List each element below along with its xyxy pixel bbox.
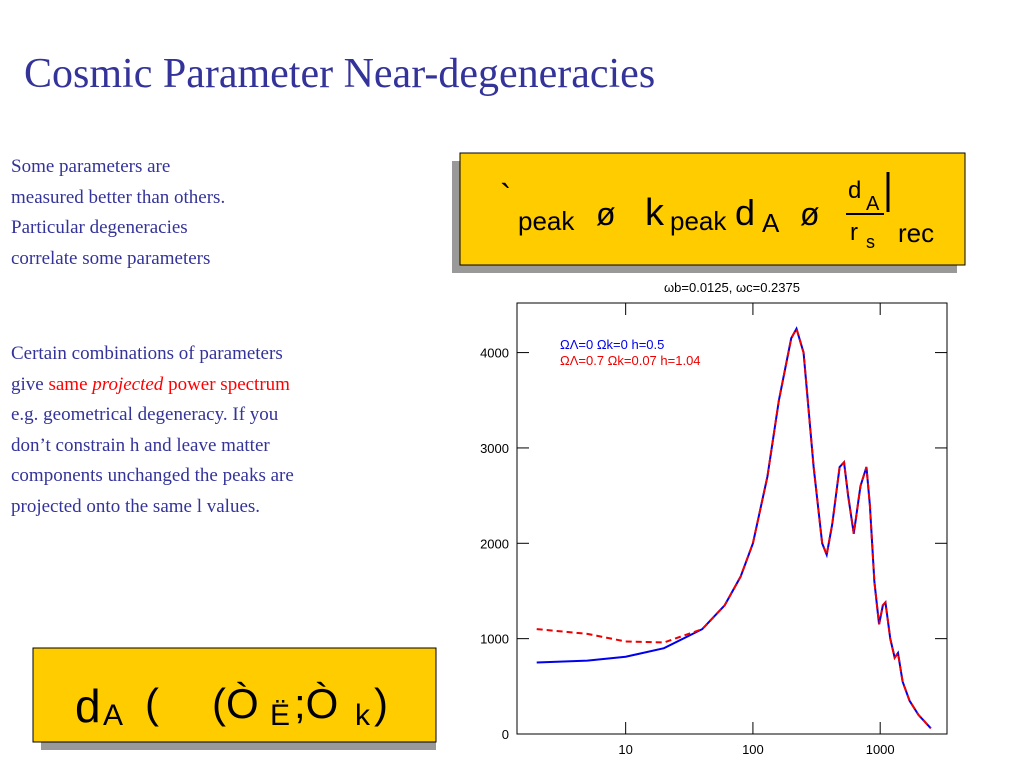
symbol: k (645, 192, 665, 234)
formula: ` peak ø k peak d A ø d A r s rec (500, 172, 934, 252)
text-line: correlate some parameters (11, 247, 211, 269)
symbol: ( (145, 680, 159, 727)
text-line: components unchanged the peaks are (11, 465, 294, 486)
text-line: measured better than others. (11, 186, 226, 208)
legend-entry: ΩΛ=0 Ωk=0 h=0.5 (560, 337, 664, 352)
text: give (11, 373, 44, 395)
symbol: d (75, 680, 101, 732)
subscript: rec (898, 218, 934, 248)
x-tick-label: 100 (742, 742, 764, 757)
y-tick-label: 3000 (480, 441, 509, 456)
paragraph: Certain combinations of parameters give … (11, 339, 294, 522)
chart-title: ωb=0.0125, ωc=0.2375 (664, 280, 800, 295)
subscript: A (103, 699, 123, 732)
symbol: ø (596, 196, 616, 232)
subscript: k (355, 699, 371, 732)
text-line: projected onto the same l values. (11, 495, 261, 517)
subscript: peak (670, 206, 727, 236)
text-line: Some parameters are (11, 156, 171, 177)
y-tick-label: 4000 (480, 346, 509, 361)
subscript: Ë (270, 699, 290, 732)
subscript: A (762, 208, 780, 238)
text-line: give same projected power spectrum (11, 370, 294, 401)
text-line: e.g. geometrical degeneracy. If you (11, 404, 279, 425)
plot-frame (516, 302, 948, 735)
text: power spectrum (168, 373, 290, 395)
legend-entry: ΩΛ=0.7 Ωk=0.07 h=1.04 (560, 353, 701, 368)
symbol: ;Ò (294, 680, 338, 727)
y-tick-label: 0 (502, 727, 509, 742)
text: projected (92, 373, 164, 395)
slide-title: Cosmic Parameter Near-degeneracies (24, 51, 655, 97)
y-tick-label: 1000 (480, 632, 509, 647)
symbol: ) (374, 680, 388, 727)
subscript: peak (518, 206, 575, 236)
symbol: d (735, 192, 755, 233)
symbol: d (848, 177, 861, 204)
symbol: (Ò (212, 680, 259, 727)
paragraph: Some parameters are measured better than… (11, 152, 225, 274)
formula: d A ( (Ò Ë ;Ò k ) (75, 680, 388, 732)
x-tick-label: 10 (618, 742, 632, 757)
subscript: s (866, 232, 875, 252)
formula-box (32, 647, 437, 743)
symbol: r (850, 219, 858, 246)
formula-box (459, 152, 966, 266)
chart: ωb=0.0125, ωc=0.2375 0 1000 2000 3000 4000 10 1… (480, 280, 948, 757)
symbol: ` (500, 178, 511, 216)
symbol: ø (800, 196, 820, 232)
data-line (536, 326, 932, 729)
x-tick-label: 1000 (866, 742, 895, 757)
text-line: Certain combinations of parameters (11, 343, 283, 364)
y-tick-label: 2000 (480, 536, 509, 551)
text: same (48, 373, 88, 395)
text-line: don’t constrain h and leave matter (11, 434, 270, 456)
subscript: A (866, 193, 880, 215)
text-line: Particular degeneracies (11, 217, 188, 238)
